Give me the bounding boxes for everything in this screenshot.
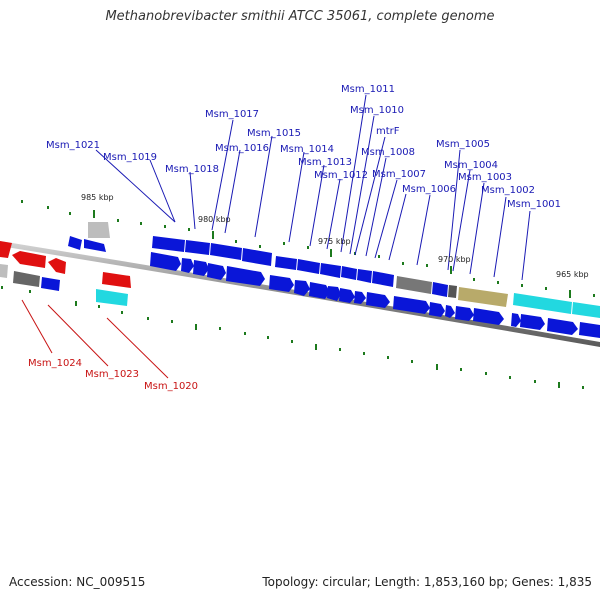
label-msm-1020: Msm_1020 <box>144 381 198 392</box>
leader-lines-red <box>21 299 169 379</box>
label-msm-1004: Msm_1004 <box>444 160 498 171</box>
label-msm-1001: Msm_1001 <box>507 199 561 210</box>
tick-label-980: 980 kbp <box>198 215 231 224</box>
tick-marks <box>1 200 595 389</box>
tick-labels: 985 kbp 980 kbp 975 kbp 970 kbp 965 kbp <box>81 193 589 279</box>
label-msm-1019: Msm_1019 <box>103 152 157 163</box>
label-msm-1003: Msm_1003 <box>458 172 512 183</box>
label-mtrf: mtrF <box>376 126 400 137</box>
bottom-strand-genes <box>0 251 600 338</box>
tick-label-985: 985 kbp <box>81 193 114 202</box>
label-msm-1014: Msm_1014 <box>280 144 334 155</box>
label-msm-1021: Msm_1021 <box>46 140 100 151</box>
label-msm-1016: Msm_1016 <box>215 143 269 154</box>
label-msm-1008: Msm_1008 <box>361 147 415 158</box>
label-msm-1024: Msm_1024 <box>28 358 82 369</box>
topology-text: Topology: circular; Length: 1,853,160 bp… <box>262 575 592 589</box>
label-msm-1007: Msm_1007 <box>372 169 426 180</box>
top-strand-genes <box>0 222 600 318</box>
label-msm-1023: Msm_1023 <box>85 369 139 380</box>
label-msm-1005: Msm_1005 <box>436 139 490 150</box>
label-msm-1018: Msm_1018 <box>165 164 219 175</box>
label-msm-1012: Msm_1012 <box>314 170 368 181</box>
gene-labels: Msm_1011 Msm_1010 mtrF Msm_1017 Msm_1015… <box>46 84 561 210</box>
tick-label-965: 965 kbp <box>556 270 589 279</box>
label-msm-1017: Msm_1017 <box>205 109 259 120</box>
label-msm-1002: Msm_1002 <box>481 185 535 196</box>
map-title: Methanobrevibacter smithii ATCC 35061, c… <box>105 9 495 24</box>
gene-labels-red: Msm_1024 Msm_1023 Msm_1020 <box>28 358 198 392</box>
tick-label-975: 975 kbp <box>318 237 351 246</box>
accession-text: Accession: NC_009515 <box>9 575 146 589</box>
label-msm-1015: Msm_1015 <box>247 128 301 139</box>
leader-lines <box>95 94 531 281</box>
label-msm-1011: Msm_1011 <box>341 84 395 95</box>
label-msm-1013: Msm_1013 <box>298 157 352 168</box>
label-msm-1010: Msm_1010 <box>350 105 404 116</box>
label-msm-1006: Msm_1006 <box>402 184 456 195</box>
tick-label-970: 970 kbp <box>438 255 471 264</box>
